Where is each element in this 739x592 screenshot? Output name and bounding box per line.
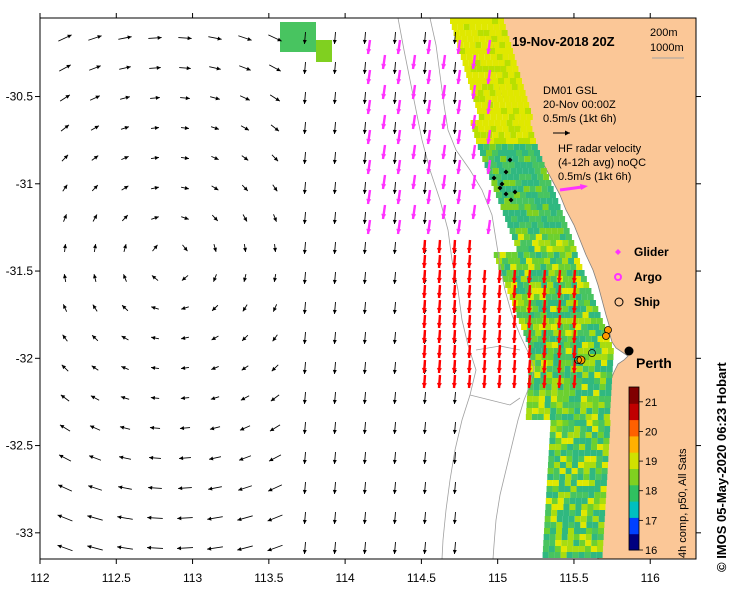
colorbar-tick-label: 18 [645, 486, 657, 498]
y-tick-label: -32.5 [6, 439, 34, 453]
colorbar-tick-label: 20 [645, 426, 657, 438]
hf-radar-arrows [366, 39, 577, 389]
wind-arrows [57, 31, 457, 555]
plot-frame [39, 17, 697, 560]
plot-area: Perth 19-Nov-2018 20Z 200m 1000m DM01 GS… [40, 18, 696, 559]
wind-source: DM01 GSL [543, 85, 597, 97]
hf-legend-line1: HF radar velocity [558, 143, 642, 155]
x-tick-label: 114 [336, 571, 355, 585]
colorbar: 16 17 18 19 20 21 4h comp, p50, All Sats [628, 386, 689, 558]
hf-legend-line2: (4-12h avg) noQC [558, 157, 646, 169]
colorbar-label: 4h comp, p50, All Sats [677, 448, 689, 558]
y-tick-label: -32 [16, 351, 34, 365]
y-tick-label: -31.5 [6, 264, 34, 278]
legend-glider: Glider [615, 245, 669, 259]
legend-ship: Ship [614, 295, 660, 309]
svg-text:Glider: Glider [634, 245, 669, 259]
y-tick-label: -33 [16, 526, 34, 540]
x-tick-label: 116 [641, 571, 660, 585]
perth-label: Perth [636, 355, 672, 371]
svg-text:Argo: Argo [634, 270, 662, 284]
wind-scale-arrow [553, 130, 570, 136]
x-tick-label: 115.5 [559, 571, 588, 585]
glider-track [491, 157, 518, 203]
colorbar-tick-label: 21 [645, 397, 657, 409]
hf-scale-arrow [559, 184, 588, 192]
axes: 112 112.5 113 113.5 114 114.5 115 115.5 116 -30.5… [6, 13, 701, 585]
x-tick-label: 115 [488, 571, 507, 585]
x-tick-label: 113.5 [254, 571, 283, 585]
colorbar-tick-label: 17 [645, 515, 657, 527]
svg-text:Ship: Ship [634, 295, 660, 309]
wind-scale: 0.5m/s (1kt 6h) [543, 113, 616, 125]
x-tick-label: 112.5 [102, 571, 131, 585]
y-tick-label: -31 [16, 177, 34, 191]
depth-legend-200m: 200m [650, 27, 678, 39]
perth-marker [624, 346, 634, 356]
colorbar-tick-label: 19 [645, 456, 657, 468]
depth-legend-1000m: 1000m [650, 42, 684, 54]
x-tick-label: 114.5 [407, 571, 436, 585]
x-tick-label: 112 [30, 571, 49, 585]
colorbar-tick-label: 16 [645, 545, 657, 557]
ship-markers [574, 326, 612, 365]
hf-legend-scale: 0.5m/s (1kt 6h) [558, 171, 631, 183]
wind-time: 20-Nov 00:00Z [543, 99, 616, 111]
contour-200m [429, 18, 535, 559]
credit-text: © IMOS 05-May-2020 06:23 Hobart [714, 362, 729, 572]
legend-argo: Argo [614, 270, 662, 284]
x-tick-label: 113 [183, 571, 202, 585]
contour-1000m [397, 18, 477, 559]
y-tick-label: -30.5 [6, 90, 34, 104]
sst-swath [280, 18, 614, 558]
map-title: 19-Nov-2018 20Z [512, 34, 615, 49]
